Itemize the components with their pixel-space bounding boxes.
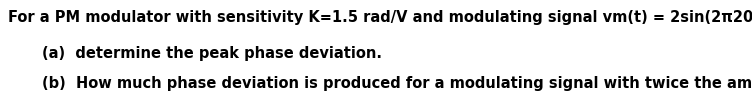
Text: (a)  determine the peak phase deviation.: (a) determine the peak phase deviation. — [42, 46, 382, 61]
Text: For a PM modulator with sensitivity K=1.5 rad/V and modulating signal vm(t) = 2s: For a PM modulator with sensitivity K=1.… — [8, 10, 752, 25]
Text: (b)  How much phase deviation is produced for a modulating signal with twice the: (b) How much phase deviation is produced… — [42, 76, 752, 91]
